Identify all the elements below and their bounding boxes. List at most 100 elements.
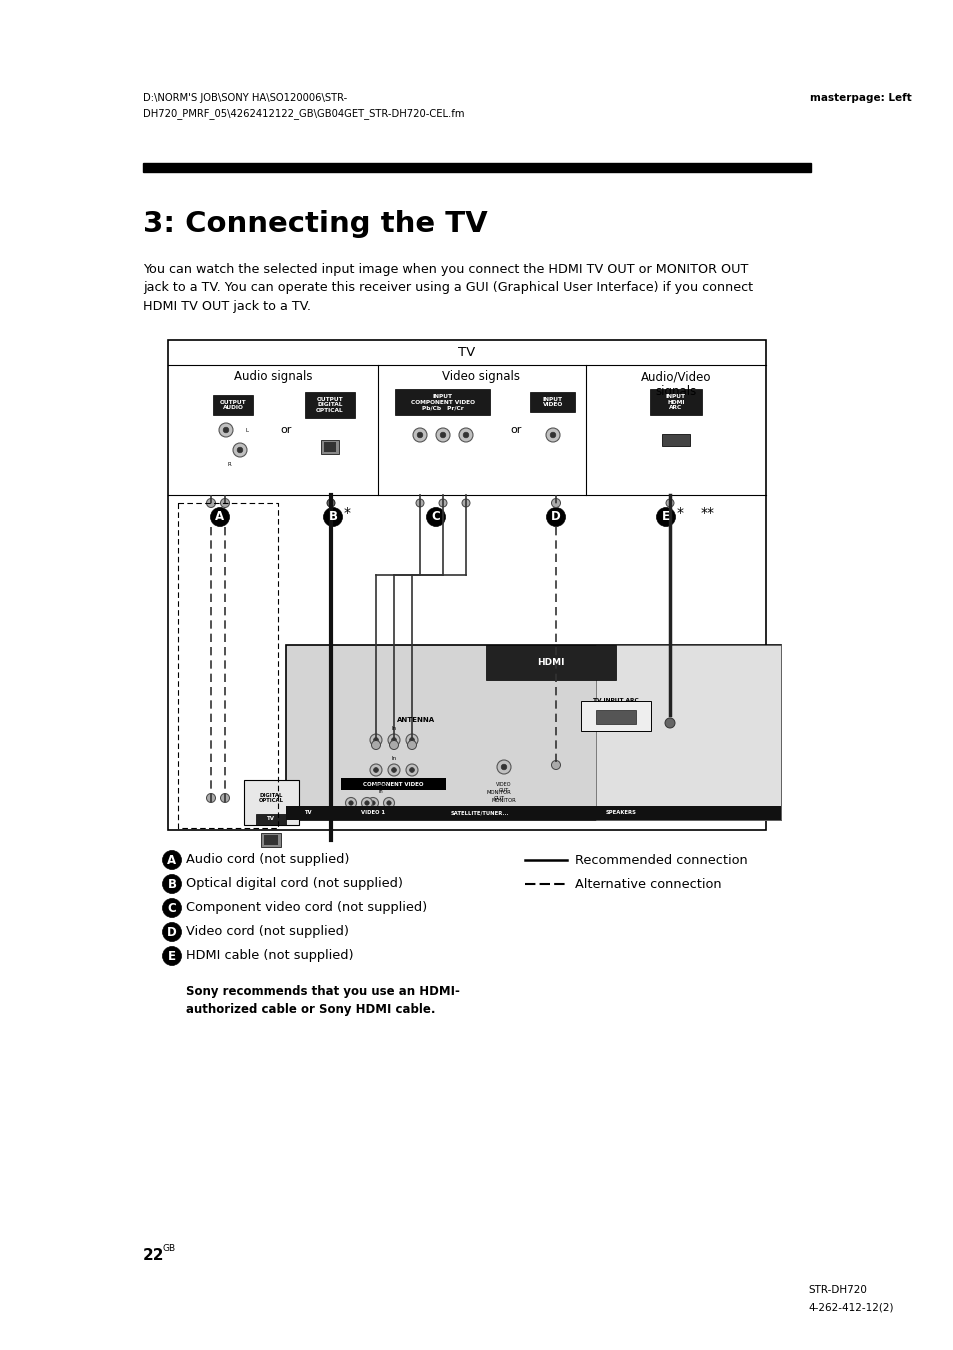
Text: D:\NORM'S JOB\SONY HA\SO120006\STR-: D:\NORM'S JOB\SONY HA\SO120006\STR- xyxy=(143,93,347,103)
Bar xyxy=(244,780,298,825)
Circle shape xyxy=(370,734,381,747)
Bar xyxy=(324,441,335,452)
Text: VIDEO
OUT: VIDEO OUT xyxy=(496,782,511,792)
Text: Recommended connection: Recommended connection xyxy=(575,853,747,867)
Circle shape xyxy=(327,500,335,508)
Text: Video cord (not supplied): Video cord (not supplied) xyxy=(186,926,349,938)
Circle shape xyxy=(409,768,414,772)
Text: STR-DH720: STR-DH720 xyxy=(807,1285,866,1295)
Circle shape xyxy=(391,768,396,772)
Circle shape xyxy=(391,737,396,742)
Circle shape xyxy=(349,801,353,805)
Text: OUTPUT
DIGITAL
OPTICAL: OUTPUT DIGITAL OPTICAL xyxy=(315,397,343,413)
Circle shape xyxy=(389,741,398,749)
Text: D: D xyxy=(167,926,176,938)
Circle shape xyxy=(551,760,560,770)
Circle shape xyxy=(206,794,215,802)
Circle shape xyxy=(413,428,427,441)
Text: VIDEO 1: VIDEO 1 xyxy=(360,810,385,815)
Circle shape xyxy=(551,498,560,508)
Circle shape xyxy=(438,500,447,508)
Circle shape xyxy=(546,508,565,526)
Circle shape xyxy=(371,741,380,749)
Circle shape xyxy=(426,508,445,526)
Text: D: D xyxy=(551,510,560,524)
Text: SATELLITE/TUNER...: SATELLITE/TUNER... xyxy=(451,810,509,815)
Circle shape xyxy=(206,498,215,508)
Bar xyxy=(264,836,277,845)
Text: Audio cord (not supplied): Audio cord (not supplied) xyxy=(186,853,349,867)
Circle shape xyxy=(461,500,470,508)
Circle shape xyxy=(386,801,391,805)
Bar xyxy=(395,389,490,414)
Text: B: B xyxy=(328,510,337,524)
Circle shape xyxy=(665,500,673,508)
Text: In: In xyxy=(391,756,396,761)
Text: A: A xyxy=(168,853,176,867)
Bar xyxy=(261,833,281,846)
Bar xyxy=(580,701,650,730)
Circle shape xyxy=(223,427,229,433)
Bar xyxy=(213,396,253,414)
Bar xyxy=(143,163,810,171)
Bar xyxy=(649,389,701,414)
Text: Optical digital cord (not supplied): Optical digital cord (not supplied) xyxy=(186,878,402,891)
Text: Video signals: Video signals xyxy=(441,370,519,383)
Text: B: B xyxy=(168,878,176,891)
Text: INPUT
VIDEO: INPUT VIDEO xyxy=(542,397,562,408)
Text: E: E xyxy=(661,510,669,524)
Text: Audio signals: Audio signals xyxy=(233,370,312,383)
Text: DH720_PMRF_05\4262412122_GB\GB04GET_STR-DH720-CEL.fm: DH720_PMRF_05\4262412122_GB\GB04GET_STR-… xyxy=(143,108,464,119)
Circle shape xyxy=(370,764,381,776)
Text: DIGITAL
OPTICAL: DIGITAL OPTICAL xyxy=(258,792,283,803)
Circle shape xyxy=(388,734,399,747)
Circle shape xyxy=(406,764,417,776)
Text: COMPONENT VIDEO: COMPONENT VIDEO xyxy=(362,782,423,787)
Circle shape xyxy=(237,447,243,452)
Circle shape xyxy=(361,798,372,809)
Circle shape xyxy=(367,798,378,809)
Text: C: C xyxy=(168,902,176,914)
Circle shape xyxy=(162,899,181,918)
Circle shape xyxy=(416,500,423,508)
Circle shape xyxy=(220,794,230,802)
Circle shape xyxy=(497,760,511,774)
Text: R: R xyxy=(228,463,232,467)
Text: HDMI: HDMI xyxy=(537,657,564,667)
Text: Alternative connection: Alternative connection xyxy=(575,878,720,891)
Text: Component video cord (not supplied): Component video cord (not supplied) xyxy=(186,902,427,914)
Bar xyxy=(485,645,616,680)
Text: E: E xyxy=(168,949,175,963)
Text: or: or xyxy=(280,425,292,435)
Text: MONITOR
OUT: MONITOR OUT xyxy=(486,790,511,801)
Circle shape xyxy=(463,432,468,437)
Circle shape xyxy=(439,432,445,437)
Text: INPUT
HDMI
ARC: INPUT HDMI ARC xyxy=(665,394,685,410)
Circle shape xyxy=(416,432,422,437)
Text: 4-262-412-12(2): 4-262-412-12(2) xyxy=(807,1301,893,1312)
Circle shape xyxy=(162,875,181,894)
Bar xyxy=(305,392,355,418)
Circle shape xyxy=(364,801,369,805)
Text: Audio/Video
signals: Audio/Video signals xyxy=(640,370,711,398)
Circle shape xyxy=(162,922,181,941)
Circle shape xyxy=(545,428,559,441)
Circle shape xyxy=(211,508,230,526)
Circle shape xyxy=(371,801,375,805)
Bar xyxy=(286,806,781,819)
Circle shape xyxy=(383,798,395,809)
Circle shape xyxy=(374,768,378,772)
Circle shape xyxy=(409,737,414,742)
Text: A: A xyxy=(215,510,224,524)
Text: TV: TV xyxy=(267,817,274,822)
Text: *: * xyxy=(344,506,351,520)
Text: SPEAKERS: SPEAKERS xyxy=(605,810,637,815)
Bar xyxy=(286,645,781,819)
Circle shape xyxy=(406,734,417,747)
Text: You can watch the selected input image when you connect the HDMI TV OUT or MONIT: You can watch the selected input image w… xyxy=(143,263,752,313)
Text: 3: Connecting the TV: 3: Connecting the TV xyxy=(143,211,487,238)
Text: GB: GB xyxy=(163,1243,176,1253)
Text: TV INPUT ARC: TV INPUT ARC xyxy=(593,698,639,702)
Text: **: ** xyxy=(700,506,714,520)
Text: L: L xyxy=(246,428,249,432)
